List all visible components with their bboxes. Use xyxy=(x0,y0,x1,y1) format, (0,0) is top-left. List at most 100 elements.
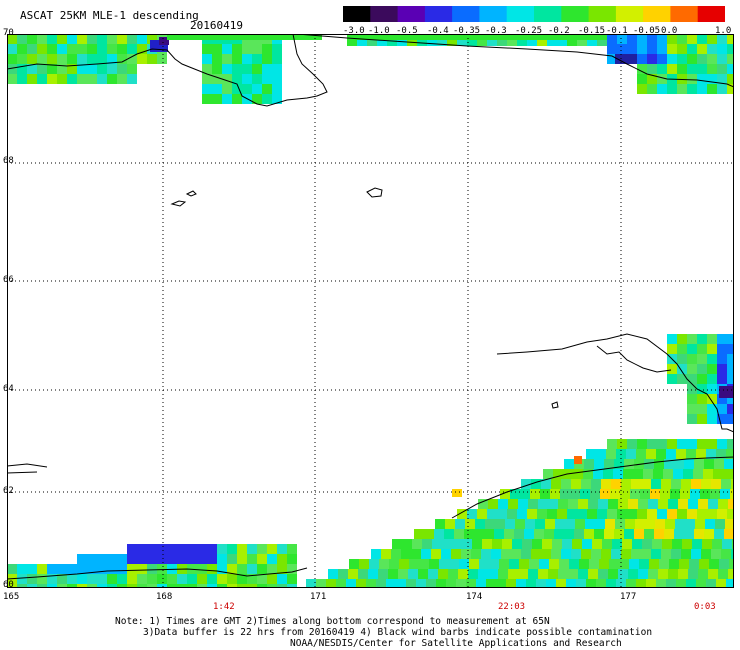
swath-cell xyxy=(547,40,557,46)
swath-cell xyxy=(728,499,734,509)
swath-cell xyxy=(540,489,550,499)
swath-cell xyxy=(212,54,222,64)
swath-cell xyxy=(67,584,77,588)
swath-cell xyxy=(731,549,734,559)
swath-cell xyxy=(632,539,642,549)
swath-cell xyxy=(664,529,674,539)
swath-cell xyxy=(668,569,678,579)
swath-cell xyxy=(647,439,657,449)
swath-cell xyxy=(626,449,636,459)
swath-cell xyxy=(681,479,691,489)
swath-cell xyxy=(367,40,377,46)
swath-cell xyxy=(47,584,57,588)
swath-cell xyxy=(546,579,556,588)
swath-cell xyxy=(577,40,587,46)
swath-cell xyxy=(157,564,167,574)
swath-cell xyxy=(17,54,27,64)
swath-cell xyxy=(677,354,687,364)
swath-cell xyxy=(167,574,177,584)
swath-cell xyxy=(707,374,717,384)
swath-cell xyxy=(242,64,252,74)
swath-cell xyxy=(257,574,267,584)
swath-cell xyxy=(731,479,734,489)
swath-cell xyxy=(506,579,516,588)
swath-cell xyxy=(419,559,429,569)
swath-cell xyxy=(722,539,732,549)
swath-cell xyxy=(638,499,648,509)
swath-cell xyxy=(431,549,441,559)
swath-cell xyxy=(424,529,434,539)
swath-cell xyxy=(7,54,17,64)
swath-cell xyxy=(697,414,707,424)
swath-cell xyxy=(17,574,27,584)
swath-cell xyxy=(486,579,496,588)
swath-cell xyxy=(441,549,451,559)
swath-cell xyxy=(202,94,212,104)
swath-cell xyxy=(526,579,536,588)
swath-cell xyxy=(67,564,77,574)
swath-cell xyxy=(697,34,707,44)
swath-cell xyxy=(568,569,578,579)
swath-cell xyxy=(491,549,501,559)
swath-cell xyxy=(502,539,512,549)
swath-cell xyxy=(97,574,107,584)
swath-cell xyxy=(37,54,47,64)
swath-cell xyxy=(217,544,227,554)
swath-cell xyxy=(27,64,37,74)
swath-cell xyxy=(587,40,597,46)
swath-cell xyxy=(623,469,633,479)
swath-cell xyxy=(687,414,697,424)
swath-cell xyxy=(252,74,262,84)
swath-cell xyxy=(137,554,147,564)
swath-cell xyxy=(687,394,697,404)
swath-cell xyxy=(117,584,127,588)
swath-cell xyxy=(27,34,37,44)
swath-cell xyxy=(657,54,667,64)
swath-cell xyxy=(572,539,582,549)
swath-cell xyxy=(586,579,596,588)
swath-cell xyxy=(565,519,575,529)
swath-cell xyxy=(489,559,499,569)
swath-cell xyxy=(237,544,247,554)
swath-cell xyxy=(117,54,127,64)
swath-cell xyxy=(686,449,696,459)
swath-cell xyxy=(401,549,411,559)
swath-cell xyxy=(559,559,569,569)
swath-cell xyxy=(197,544,207,554)
swath-cell xyxy=(687,34,697,44)
swath-cell xyxy=(37,564,47,574)
swath-cell xyxy=(247,564,257,574)
swath-cell xyxy=(157,554,167,564)
swath-cell xyxy=(712,539,722,549)
swath-cell xyxy=(87,44,97,54)
swath-cell xyxy=(717,354,727,364)
swath-cell xyxy=(687,404,697,414)
swath-cell xyxy=(727,74,734,84)
swath-cell xyxy=(187,574,197,584)
swath-cell xyxy=(697,384,707,394)
color-scale-swatch xyxy=(424,6,453,22)
swath-cell xyxy=(429,559,439,569)
swath-cell xyxy=(97,44,107,54)
swath-cell xyxy=(677,374,687,384)
swath-cell xyxy=(711,479,721,489)
swath-cell xyxy=(590,489,600,499)
swath-cell xyxy=(602,539,612,549)
swath-cell xyxy=(727,414,734,424)
swath-cell xyxy=(535,519,545,529)
latitude-label: 66 xyxy=(3,275,14,285)
swath-cell xyxy=(87,34,97,44)
swath-cell xyxy=(449,559,459,569)
swath-cell xyxy=(457,509,467,519)
swath-cell xyxy=(531,479,541,489)
swath-cell xyxy=(212,84,222,94)
swath-cell xyxy=(501,549,511,559)
swath-cell xyxy=(693,469,703,479)
map-frame xyxy=(7,34,734,588)
swath-cell xyxy=(107,44,117,54)
swath-cell xyxy=(647,84,657,94)
longitude-label: 177 xyxy=(620,592,637,602)
swath-cell xyxy=(727,364,734,374)
swath-cell xyxy=(97,64,107,74)
swath-cell xyxy=(553,469,563,479)
